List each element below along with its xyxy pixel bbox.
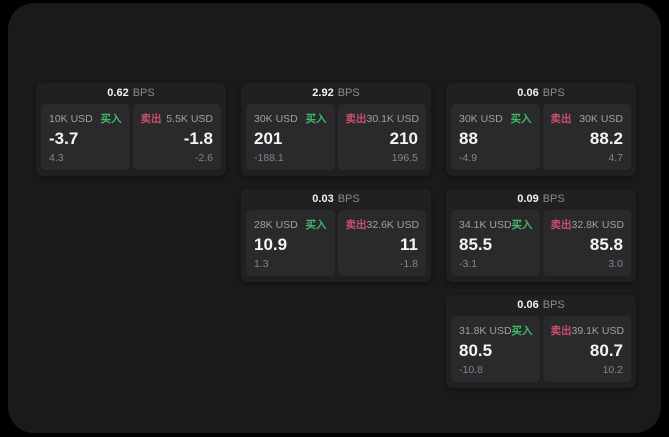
sell-tile[interactable]: 卖出 32.6K USD 11 -1.8 [337,210,426,276]
card-body: 30K USD 买入 88 -4.9 卖出 30K USD 88.2 4.7 [451,104,631,170]
buy-badge: 买入 [305,113,327,125]
sell-badge: 卖出 [550,325,572,337]
sell-amount: 30.1K USD [366,112,420,125]
buy-badge: 买入 [511,325,533,337]
bps-unit-label: BPS [542,193,565,205]
buy-tile[interactable]: 28K USD 买入 10.9 1.3 [246,210,335,276]
sell-amount: 30K USD [579,112,623,125]
sell-amount: 39.1K USD [571,324,625,337]
buy-delta: -3.1 [459,258,478,270]
bps-unit-label: BPS [542,299,565,311]
buy-amount: 28K USD [254,218,298,231]
sell-tile[interactable]: 卖出 39.1K USD 80.7 10.2 [542,316,631,382]
card-header: 0.06 BPS [446,295,636,316]
buy-badge: 买入 [305,219,327,231]
card-header: 0.03 BPS [241,189,431,210]
sell-delta: 196.5 [391,152,418,164]
buy-tile[interactable]: 34.1K USD 买入 85.5 -3.1 [451,210,540,276]
quote-card: 0.62 BPS 10K USD 买入 -3.7 4.3 卖出 5.5K USD [36,83,226,176]
sell-amount: 32.6K USD [366,218,420,231]
buy-amount: 34.1K USD [459,218,512,231]
buy-delta: -188.1 [254,152,284,164]
buy-delta: -4.9 [459,152,478,164]
sell-amount: 32.8K USD [571,218,625,231]
buy-amount: 31.8K USD [459,324,512,337]
card-header: 0.62 BPS [36,83,226,104]
sell-delta: 10.2 [602,364,623,376]
card-header: 0.09 BPS [446,189,636,210]
spread-bps-value: 0.06 [517,299,539,311]
spread-bps-value: 0.06 [517,87,539,99]
sell-tile[interactable]: 卖出 32.8K USD 85.8 3.0 [542,210,631,276]
bps-unit-label: BPS [542,87,565,99]
sell-badge: 卖出 [345,219,367,231]
buy-delta: -10.8 [459,364,483,376]
buy-price: -3.7 [49,128,79,148]
buy-price: 88 [459,128,478,148]
main-panel: 0.62 BPS 10K USD 买入 -3.7 4.3 卖出 5.5K USD [8,3,661,433]
bps-unit-label: BPS [337,193,360,205]
quote-card: 2.92 BPS 30K USD 买入 201 -188.1 卖出 30.1K … [241,83,431,176]
sell-badge: 卖出 [550,219,572,231]
buy-delta: 4.3 [49,152,64,164]
card-header: 0.06 BPS [446,83,636,104]
card-body: 30K USD 买入 201 -188.1 卖出 30.1K USD 210 1… [246,104,426,170]
sell-amount: 5.5K USD [166,112,213,125]
sell-price: 88.2 [589,128,623,148]
buy-amount: 30K USD [459,112,503,125]
sell-delta: -1.8 [399,258,418,270]
spread-bps-value: 0.09 [517,193,539,205]
spread-bps-value: 0.03 [312,193,334,205]
buy-price: 85.5 [459,234,493,254]
sell-badge: 卖出 [550,113,572,125]
buy-tile[interactable]: 10K USD 买入 -3.7 4.3 [41,104,130,170]
sell-badge: 卖出 [345,113,367,125]
spread-bps-value: 2.92 [312,87,334,99]
quote-card: 0.09 BPS 34.1K USD 买入 85.5 -3.1 卖出 32.8K… [446,189,636,282]
sell-price: 85.8 [589,234,623,254]
quote-cards-grid: 0.62 BPS 10K USD 买入 -3.7 4.3 卖出 5.5K USD [36,83,636,388]
buy-price: 201 [254,128,283,148]
quote-card: 0.06 BPS 31.8K USD 买入 80.5 -10.8 卖出 39.1… [446,295,636,388]
card-body: 10K USD 买入 -3.7 4.3 卖出 5.5K USD -1.8 -2.… [41,104,221,170]
buy-amount: 10K USD [49,112,93,125]
bps-unit-label: BPS [337,87,360,99]
buy-amount: 30K USD [254,112,298,125]
buy-delta: 1.3 [254,258,269,270]
sell-delta: 4.7 [608,152,623,164]
sell-delta: -2.6 [194,152,213,164]
card-body: 28K USD 买入 10.9 1.3 卖出 32.6K USD 11 -1.8 [246,210,426,276]
sell-price: -1.8 [183,128,213,148]
quote-card: 0.03 BPS 28K USD 买入 10.9 1.3 卖出 32.6K US… [241,189,431,282]
sell-tile[interactable]: 卖出 5.5K USD -1.8 -2.6 [132,104,221,170]
bps-unit-label: BPS [132,87,155,99]
buy-tile[interactable]: 31.8K USD 买入 80.5 -10.8 [451,316,540,382]
sell-price: 210 [389,128,418,148]
card-header: 2.92 BPS [241,83,431,104]
buy-tile[interactable]: 30K USD 买入 88 -4.9 [451,104,540,170]
buy-tile[interactable]: 30K USD 买入 201 -188.1 [246,104,335,170]
buy-badge: 买入 [511,219,533,231]
sell-delta: 3.0 [608,258,623,270]
buy-price: 80.5 [459,340,493,360]
spread-bps-value: 0.62 [107,87,129,99]
buy-price: 10.9 [254,234,288,254]
buy-badge: 买入 [510,113,532,125]
sell-price: 11 [400,234,418,254]
sell-tile[interactable]: 卖出 30K USD 88.2 4.7 [542,104,631,170]
card-body: 31.8K USD 买入 80.5 -10.8 卖出 39.1K USD 80.… [451,316,631,382]
sell-price: 80.7 [589,340,623,360]
buy-badge: 买入 [100,113,122,125]
sell-tile[interactable]: 卖出 30.1K USD 210 196.5 [337,104,426,170]
card-body: 34.1K USD 买入 85.5 -3.1 卖出 32.8K USD 85.8… [451,210,631,276]
quote-card: 0.06 BPS 30K USD 买入 88 -4.9 卖出 30K USD [446,83,636,176]
sell-badge: 卖出 [140,113,162,125]
